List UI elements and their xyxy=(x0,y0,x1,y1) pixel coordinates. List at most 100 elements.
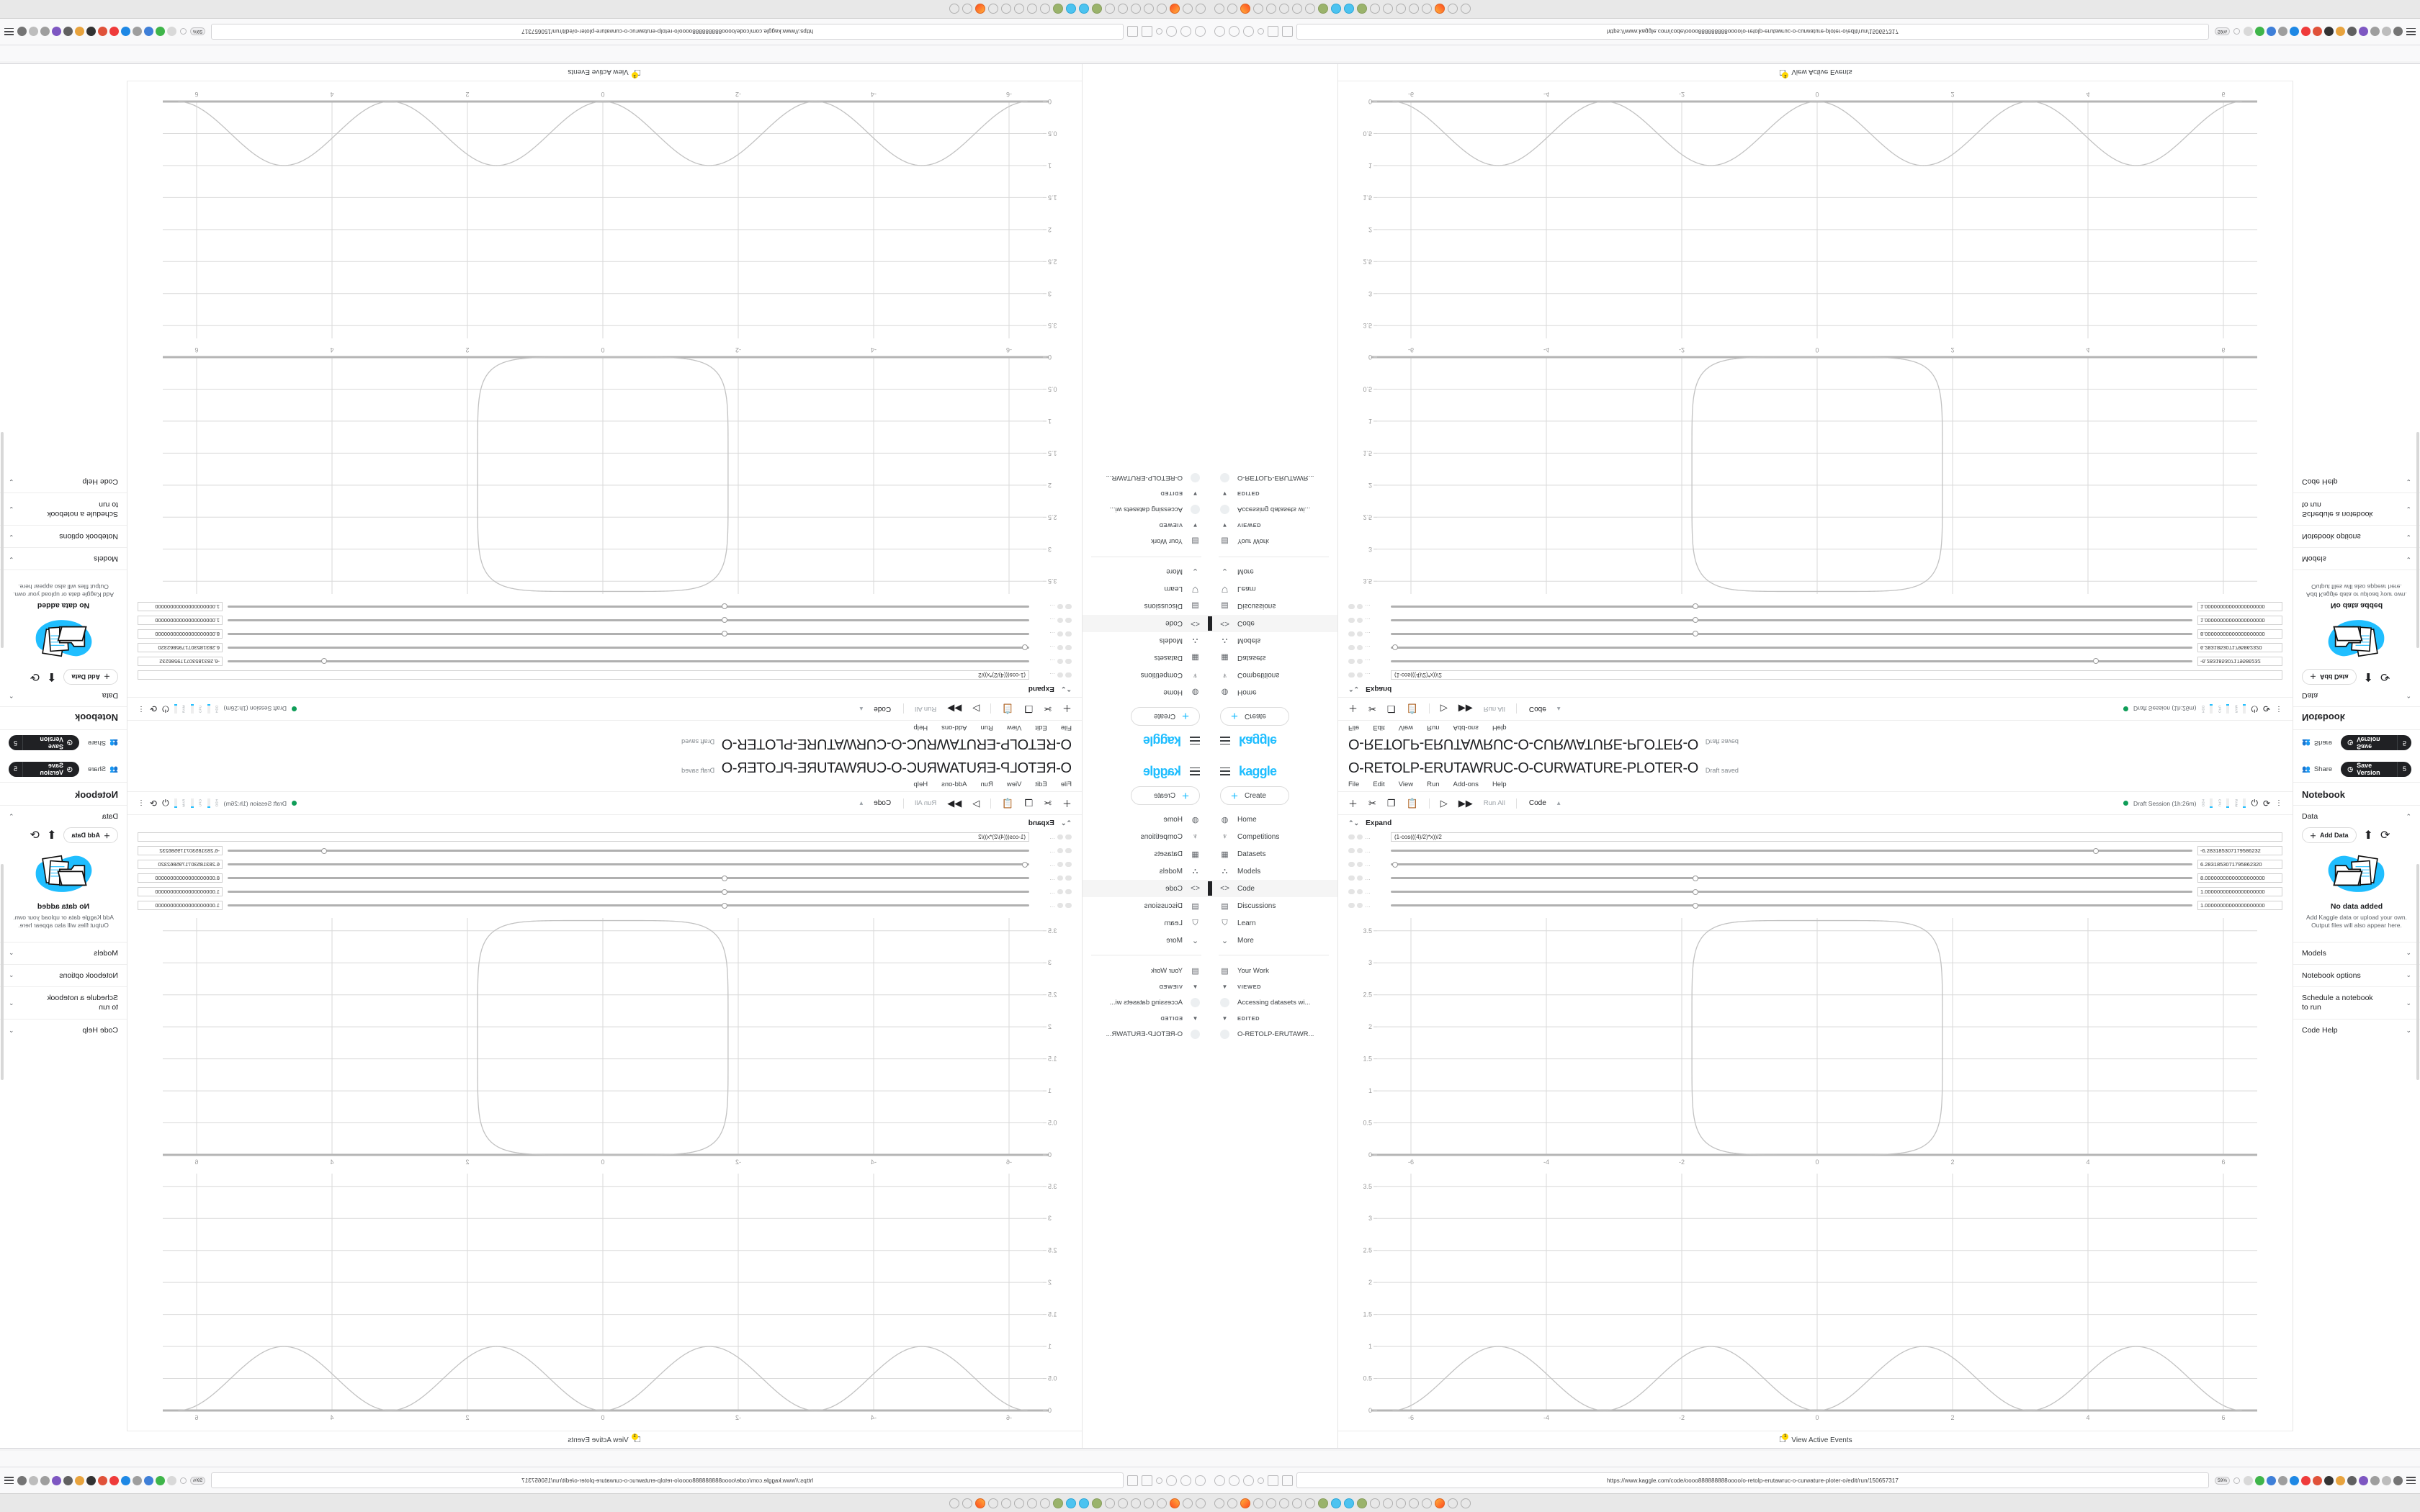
taskbar-icon[interactable] xyxy=(1183,1498,1193,1508)
tab-strip[interactable] xyxy=(0,45,1210,61)
extension-icon[interactable] xyxy=(52,1475,61,1485)
create-button[interactable]: + Create xyxy=(1220,707,1289,726)
share-button[interactable]: 👥 Share xyxy=(88,739,118,747)
kaggle-brand[interactable]: kaggle xyxy=(1210,733,1337,752)
home-icon[interactable] xyxy=(1258,1477,1264,1484)
taskbar-icon[interactable] xyxy=(1131,4,1141,14)
share-button[interactable]: 👥 Share xyxy=(2302,765,2332,773)
menu-add-ons[interactable]: Add-ons xyxy=(1453,780,1479,788)
caret-up-icon[interactable]: ⌃ xyxy=(9,692,14,700)
menu-help[interactable]: Help xyxy=(913,724,928,732)
firefox-taskbar-icon[interactable] xyxy=(1240,4,1250,14)
menu-file[interactable]: File xyxy=(1348,724,1360,732)
add-data-button[interactable]: ＋ Add Data xyxy=(63,669,118,685)
sidebar-item-more[interactable]: ⌄ More xyxy=(1083,563,1210,580)
expand-collapse-icon[interactable]: ⌃⌄ xyxy=(1060,819,1072,827)
add-cell-icon[interactable]: ＋ xyxy=(1348,798,1358,809)
taskbar-icon[interactable] xyxy=(1305,4,1315,14)
menu-run[interactable]: Run xyxy=(980,724,993,732)
sidebar-item-your-work[interactable]: ▤ Your Work xyxy=(1083,534,1210,549)
add-data-button[interactable]: ＋ Add Data xyxy=(63,827,118,843)
sidebar-group-viewed[interactable]: ▼ VIEWED xyxy=(1210,978,1337,994)
add-cell-icon[interactable]: ＋ xyxy=(1062,703,1072,714)
kebab-menu-icon[interactable]: ⋮ xyxy=(2275,799,2282,807)
xmin-value[interactable]: -6.283185307179586232 xyxy=(138,846,223,855)
extension-icon[interactable] xyxy=(75,27,84,37)
taskbar-icon[interactable] xyxy=(1227,4,1237,14)
tab-strip[interactable] xyxy=(1210,45,2420,61)
rail-scrollbar[interactable] xyxy=(2416,432,2419,648)
taskbar-icon[interactable] xyxy=(1066,1498,1076,1508)
notebook-title[interactable]: O-RETOLP-ERUTAWRUC-O-CURWATURE-PLOTER-O xyxy=(722,760,1072,776)
extension-icon[interactable] xyxy=(86,1475,96,1485)
star-icon[interactable] xyxy=(2233,1477,2240,1484)
taskbar-icon[interactable] xyxy=(1014,4,1024,14)
sidebar-item-competitions[interactable]: ♆ Competitions xyxy=(1083,828,1210,845)
zoom-level-indicator[interactable]: 59% xyxy=(2214,27,2230,36)
param-c-value[interactable]: 1.00000000000000000000 xyxy=(2197,901,2282,910)
active-events-bar[interactable]: ❐1 View Active Events xyxy=(1338,1431,2293,1449)
taskbar-icon[interactable] xyxy=(1131,1498,1141,1508)
sidebar-item-discussions[interactable]: ▤ Discussions xyxy=(1210,897,1337,914)
hamburger-menu-icon[interactable] xyxy=(2406,1477,2416,1484)
taskbar-icon[interactable] xyxy=(1279,1498,1289,1508)
upload-icon[interactable]: ⬆ xyxy=(2363,670,2373,683)
firefox-taskbar-icon[interactable] xyxy=(1435,4,1445,14)
copy-icon[interactable]: ❐ xyxy=(1386,797,1396,809)
home-icon[interactable] xyxy=(1156,28,1162,35)
param-a-slider[interactable] xyxy=(228,873,1029,883)
extension-icon[interactable] xyxy=(2336,27,2345,37)
menu-edit[interactable]: Edit xyxy=(1373,724,1385,732)
add-data-button[interactable]: ＋ Add Data xyxy=(2302,669,2357,685)
extension-icon[interactable] xyxy=(40,1475,50,1485)
extension-icon[interactable] xyxy=(29,27,38,37)
xmin-value[interactable]: -6.283185307179586232 xyxy=(2197,657,2282,666)
extension-icon[interactable] xyxy=(17,1475,27,1485)
extension-icon[interactable] xyxy=(2313,27,2322,37)
caret-down-icon[interactable]: ▴ xyxy=(1556,705,1561,713)
taskbar-icon[interactable] xyxy=(1370,4,1380,14)
taskbar-icon[interactable] xyxy=(1214,4,1224,14)
clipboard-paste-icon[interactable]: 📋 xyxy=(1406,703,1418,715)
sidebar-entry-edited[interactable]: O-RETOLP-ERUTAWR... xyxy=(1083,1026,1210,1042)
sidebar-item-learn[interactable]: ⛉ Learn xyxy=(1210,580,1337,598)
expand-row[interactable]: ⌃⌄ Expand xyxy=(1338,682,2293,697)
extension-icon[interactable] xyxy=(52,27,61,37)
extension-icon[interactable] xyxy=(63,27,73,37)
sidebar-item-code[interactable]: <> Code xyxy=(1083,880,1210,897)
firefox-taskbar-icon[interactable] xyxy=(1170,1498,1180,1508)
rail-section-schedule[interactable]: Schedule a notebook to run ⌄ xyxy=(2293,986,2420,1019)
taskbar-icon[interactable] xyxy=(1040,4,1050,14)
copy-icon[interactable]: ❐ xyxy=(1386,703,1396,715)
scissors-icon[interactable]: ✂ xyxy=(1044,703,1052,715)
address-bar[interactable]: https://www.kaggle.com/code/oooo88888888… xyxy=(211,1472,1124,1488)
power-icon[interactable]: ⏻ xyxy=(162,704,169,714)
extension-icon[interactable] xyxy=(109,1475,119,1485)
taskbar-icon[interactable] xyxy=(1279,4,1289,14)
add-cell-icon[interactable]: ＋ xyxy=(1062,798,1072,809)
sidebar-item-models[interactable]: ⛬ Models xyxy=(1083,632,1210,649)
xmin-slider[interactable] xyxy=(228,657,1029,666)
sidebar-item-home[interactable]: ◍ Home xyxy=(1210,811,1337,828)
menu-view[interactable]: View xyxy=(1398,724,1414,732)
xmin-value[interactable]: -6.283185307179586232 xyxy=(138,657,223,666)
home-icon[interactable] xyxy=(1156,1477,1162,1484)
extension-icon[interactable] xyxy=(29,1475,38,1485)
param-b-slider[interactable] xyxy=(228,616,1029,625)
taskbar-icon[interactable] xyxy=(1118,1498,1128,1508)
firefox-taskbar-icon[interactable] xyxy=(1435,1498,1445,1508)
taskbar-icon[interactable] xyxy=(1253,1498,1263,1508)
taskbar-icon[interactable] xyxy=(1253,4,1263,14)
add-cell-icon[interactable]: ＋ xyxy=(1348,703,1358,714)
menu-run[interactable]: Run xyxy=(980,780,993,788)
taskbar-icon[interactable] xyxy=(1227,1498,1237,1508)
menu-add-ons[interactable]: Add-ons xyxy=(941,780,967,788)
power-icon[interactable]: ⏻ xyxy=(2251,798,2258,808)
caret-up-icon[interactable]: ⌃ xyxy=(2406,812,2411,820)
param-b-slider[interactable] xyxy=(1391,887,2192,896)
hamburger-menu-icon[interactable] xyxy=(4,1477,14,1484)
caret-down-icon[interactable]: ⌄ xyxy=(9,533,14,541)
taskbar-icon[interactable] xyxy=(1357,4,1367,14)
kaggle-brand[interactable]: kaggle xyxy=(1210,760,1337,779)
param-b-value[interactable]: 1.00000000000000000000 xyxy=(2197,887,2282,896)
